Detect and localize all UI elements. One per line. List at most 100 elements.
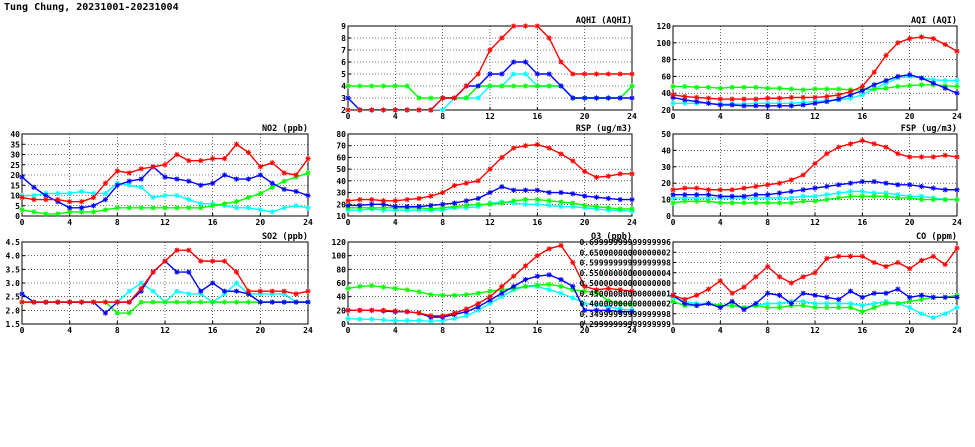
y-tick-label: 100: [657, 39, 672, 48]
data-point: [522, 263, 529, 269]
data-point: [416, 204, 422, 210]
data-point: [475, 201, 481, 207]
data-point: [776, 180, 783, 186]
data-point: [694, 99, 700, 105]
x-tick-label: 24: [952, 326, 962, 335]
data-point: [954, 197, 960, 203]
data-point: [345, 307, 351, 313]
x-tick-label: 12: [810, 218, 820, 227]
data-point: [942, 261, 948, 268]
data-point: [534, 197, 540, 203]
data-point: [705, 95, 712, 101]
x-tick-label: 24: [627, 218, 637, 227]
data-point: [269, 180, 275, 186]
data-point: [281, 170, 287, 176]
data-point: [812, 292, 818, 298]
data-point: [617, 95, 623, 101]
data-point: [765, 192, 771, 198]
data-point: [198, 299, 204, 305]
data-point: [812, 100, 818, 106]
y-tick-label: 0.69999999999999996: [579, 238, 671, 247]
x-tick-label: 24: [952, 112, 962, 121]
data-point: [558, 290, 564, 296]
data-point: [522, 71, 529, 77]
data-point: [102, 310, 109, 316]
data-point: [800, 193, 806, 199]
data-point: [605, 173, 611, 179]
plot-area: [21, 241, 309, 325]
data-point: [198, 258, 204, 264]
y-tick-label: 80: [336, 265, 346, 274]
data-point: [765, 200, 771, 206]
chart-title: RSP (ug/m3): [576, 124, 632, 134]
data-point: [670, 187, 676, 193]
data-point: [593, 302, 600, 308]
data-point: [357, 307, 363, 313]
data-point: [150, 269, 156, 275]
data-point: [859, 178, 865, 185]
data-point: [694, 292, 700, 298]
y-tick-label: 20: [10, 171, 20, 180]
x-tick-label: 16: [858, 218, 868, 227]
chart-fsp: FSP (ug/m3) 0 4 8 12 16 20 24 0 10 20 30 40 50: [661, 124, 962, 227]
x-tick-label: 4: [718, 326, 723, 335]
data-point: [475, 71, 481, 77]
data-point: [605, 95, 611, 101]
data-point: [859, 193, 865, 199]
data-point: [883, 300, 889, 307]
data-point: [930, 80, 936, 86]
data-point: [345, 315, 351, 322]
data-point: [812, 193, 818, 199]
data-point: [558, 83, 564, 89]
data-point: [428, 202, 434, 209]
data-point: [475, 307, 481, 313]
data-point: [812, 94, 818, 100]
data-point: [930, 154, 936, 160]
data-point: [245, 288, 252, 294]
data-point: [895, 151, 901, 157]
x-tick-label: 8: [440, 218, 445, 227]
data-point: [138, 166, 144, 172]
data-point: [558, 59, 564, 65]
y-tick-label: 7: [341, 46, 346, 55]
y-tick-label: 60: [336, 153, 346, 162]
data-point: [558, 276, 564, 283]
data-point: [570, 191, 576, 197]
data-point: [233, 299, 240, 305]
data-point: [682, 192, 688, 198]
data-point: [162, 192, 168, 199]
data-point: [198, 158, 204, 164]
y-tick-label: 0: [15, 212, 20, 221]
data-point: [942, 294, 948, 300]
chart-aqhi: AQHI (AQHI) 0 4 8 12 16 20 24 2 3 4 5 6 7 8 9: [341, 16, 637, 121]
data-point: [233, 269, 240, 275]
data-point: [162, 174, 168, 180]
data-point: [522, 23, 529, 29]
data-point: [836, 182, 842, 188]
data-point: [233, 176, 240, 182]
data-point: [55, 211, 61, 217]
x-tick-label: 4: [67, 218, 72, 227]
data-point: [682, 198, 688, 204]
data-point: [954, 48, 960, 54]
data-point: [918, 75, 925, 81]
y-tick-label: 30: [336, 189, 346, 198]
data-point: [463, 95, 469, 101]
data-point: [102, 180, 109, 186]
data-point: [416, 289, 422, 295]
data-point: [19, 174, 25, 180]
data-point: [380, 107, 387, 113]
data-point: [257, 207, 263, 213]
data-point: [812, 270, 818, 276]
y-tick-label: 5: [15, 202, 20, 211]
data-point: [717, 96, 723, 102]
data-point: [918, 257, 925, 264]
data-point: [257, 190, 263, 197]
data-point: [776, 190, 783, 196]
x-tick-label: 4: [393, 218, 398, 227]
data-point: [765, 85, 771, 91]
data-point: [859, 92, 865, 98]
data-point: [859, 137, 865, 144]
data-point: [463, 313, 469, 319]
data-point: [682, 97, 688, 103]
